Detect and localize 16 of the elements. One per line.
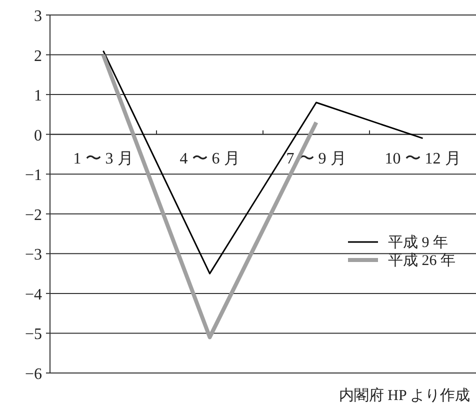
ytick: −5 bbox=[24, 326, 42, 344]
ytick: −3 bbox=[24, 246, 42, 264]
annotation: 内閣府 HP より作成 bbox=[338, 388, 470, 404]
ytick: 2 bbox=[34, 48, 42, 65]
ytick: 3 bbox=[34, 8, 42, 25]
legend: 平成 26 年 bbox=[388, 253, 456, 269]
xtick: 10 〜 12 月 bbox=[384, 150, 461, 168]
ytick: −1 bbox=[24, 167, 42, 184]
ytick: −6 bbox=[24, 366, 42, 383]
legend: 平成 9 年 bbox=[388, 235, 448, 251]
ytick: −4 bbox=[24, 286, 42, 304]
xtick: 1 〜 3 月 bbox=[73, 150, 134, 168]
ytick: −2 bbox=[24, 206, 42, 224]
xtick: 4 〜 6 月 bbox=[180, 150, 240, 168]
ytick: 0 bbox=[34, 127, 42, 144]
ytick: 1 bbox=[34, 88, 42, 105]
